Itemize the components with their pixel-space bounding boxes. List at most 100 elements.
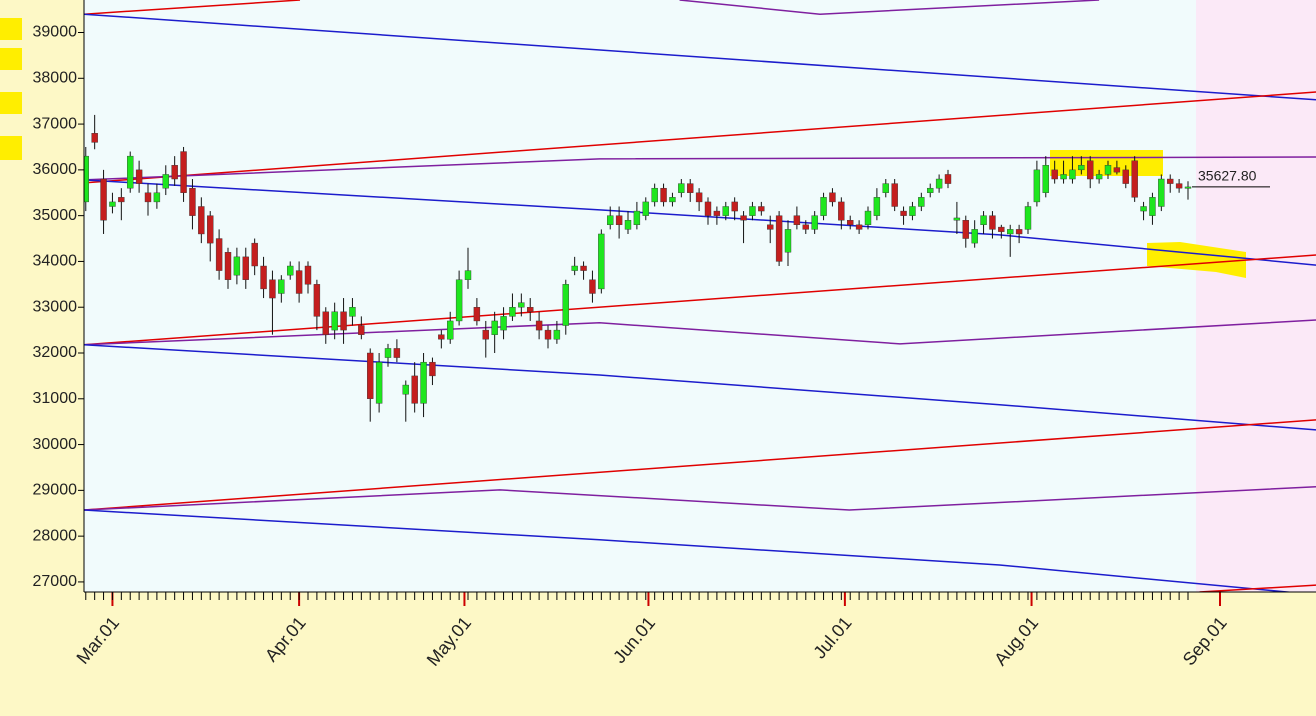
candle-body <box>1158 178 1165 207</box>
candle-body <box>1140 206 1147 212</box>
candle-body <box>864 210 872 226</box>
candle-body <box>758 206 765 212</box>
candle-body <box>642 201 649 216</box>
candle-body <box>322 311 329 335</box>
candle-body <box>278 279 285 294</box>
candle-body <box>740 215 747 221</box>
last-price-label: 35627.80 <box>1198 168 1257 184</box>
candle-body <box>784 229 792 253</box>
y-tick-label: 27000 <box>33 573 78 590</box>
candle-body <box>464 270 472 280</box>
candle-body <box>731 201 738 212</box>
candle-body <box>847 220 854 226</box>
channel-line <box>679 0 1100 15</box>
candle-body <box>127 155 134 189</box>
candle-body <box>775 215 783 262</box>
candle-body <box>100 178 107 221</box>
candle-body <box>1024 206 1032 230</box>
channel-line <box>84 319 1316 346</box>
candle-body <box>198 206 205 235</box>
candle-body <box>927 187 934 193</box>
candle-body <box>295 270 303 294</box>
candle-body <box>473 307 481 322</box>
y-tick-label: 30000 <box>33 436 78 453</box>
candle-body <box>242 256 249 280</box>
candle-body <box>162 174 169 189</box>
candle-body <box>438 334 445 340</box>
candle-body <box>918 197 925 207</box>
candle-body <box>118 197 125 203</box>
channel-line <box>1199 584 1316 592</box>
candle-body <box>384 348 392 358</box>
candle-body <box>491 320 498 335</box>
candle-body <box>687 183 694 193</box>
candle-body <box>482 329 489 340</box>
candle-body <box>171 165 178 180</box>
y-tick-label: 33000 <box>33 298 78 315</box>
channel-line <box>84 485 1316 511</box>
candle-body <box>891 183 898 207</box>
candle-body <box>144 192 152 203</box>
marker <box>0 136 22 160</box>
candle-body <box>793 215 801 226</box>
candle-body <box>704 201 712 216</box>
candle-body <box>989 215 996 230</box>
candle-body <box>1042 165 1049 193</box>
candle-body <box>287 265 294 276</box>
candle-body <box>953 217 961 221</box>
candle-body <box>651 187 658 203</box>
candle-body <box>855 224 863 230</box>
candle-body <box>304 265 312 285</box>
marker <box>0 48 22 70</box>
candle-body <box>260 265 267 290</box>
candle-body <box>429 361 436 377</box>
candle-body <box>1149 197 1156 216</box>
candle-body <box>838 201 845 221</box>
candle-body <box>313 284 321 317</box>
y-tick-label: 37000 <box>33 115 78 132</box>
candle-body <box>607 215 614 226</box>
candle-body <box>455 279 463 322</box>
candle-body <box>1051 169 1058 180</box>
candle-body <box>180 151 187 193</box>
candle-body <box>571 265 578 271</box>
candle-body <box>109 201 116 207</box>
candle-body <box>233 256 241 276</box>
candle-body <box>544 329 552 340</box>
candle-body <box>1015 229 1023 235</box>
candle-body <box>873 197 881 216</box>
y-tick-label: 39000 <box>33 24 78 41</box>
candle-body <box>224 252 232 280</box>
candle-body <box>562 284 569 326</box>
candle-body <box>518 302 525 308</box>
candle-body <box>135 169 143 184</box>
candle-body <box>509 307 516 317</box>
candle-body <box>820 197 827 216</box>
channel-line <box>84 344 1316 431</box>
candle-body <box>349 307 356 317</box>
channel-line <box>84 91 1316 184</box>
channel-line <box>84 0 301 15</box>
y-tick-label: 31000 <box>33 390 78 407</box>
candle-body <box>153 192 161 203</box>
channel-line <box>84 254 1316 346</box>
candle-body <box>1007 229 1014 235</box>
candle-body <box>829 192 836 203</box>
candle-body <box>589 279 596 294</box>
candle-body <box>811 215 818 230</box>
candle-body <box>944 174 952 184</box>
y-tick-label: 36000 <box>33 161 78 178</box>
candle-body <box>1060 174 1067 180</box>
candle-body <box>615 215 623 226</box>
candle-body <box>1095 174 1103 180</box>
candle-body <box>1104 165 1112 175</box>
candle-body <box>1069 169 1076 180</box>
candle-body <box>251 242 258 267</box>
candle-body <box>331 311 338 331</box>
candle-body <box>553 329 561 340</box>
candle-body <box>678 183 685 193</box>
y-tick-label: 28000 <box>33 527 78 544</box>
candle-body <box>1122 169 1129 184</box>
candle-body <box>340 311 347 331</box>
